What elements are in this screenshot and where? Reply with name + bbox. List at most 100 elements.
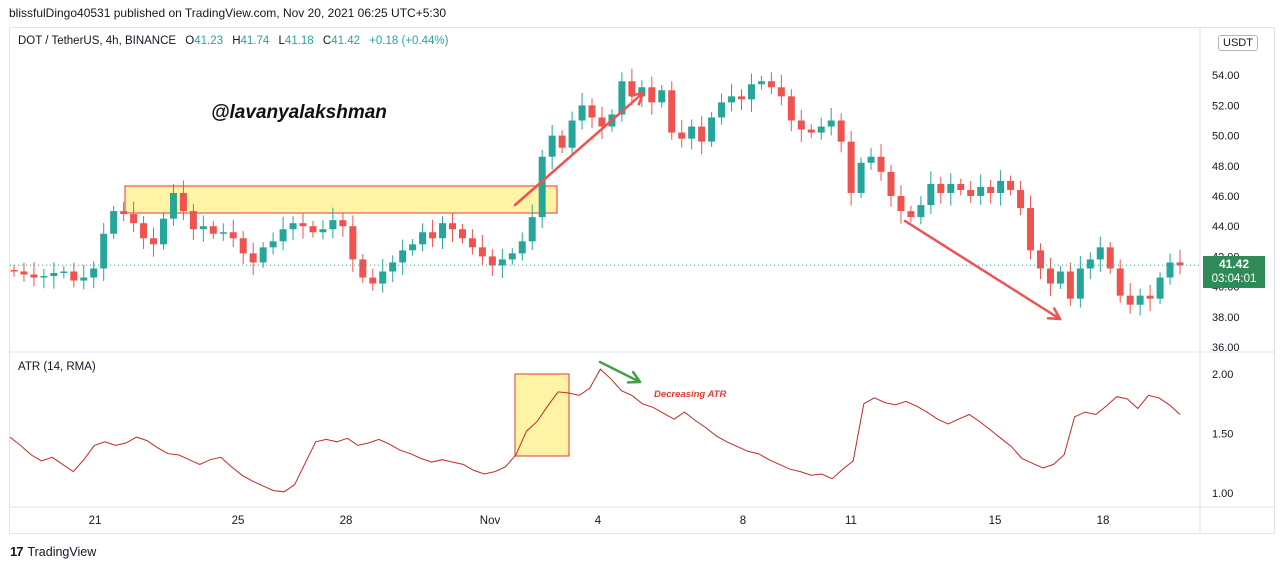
candle-body [628,81,636,97]
time-tick-label: 4 [595,515,602,527]
candle-body [757,81,765,85]
time-tick-label: 28 [340,515,353,527]
candle-body [60,271,68,274]
candle-body [588,105,596,118]
candle-body [1066,271,1074,299]
atr-pointer-arrow [598,360,642,384]
candle-body [827,120,835,127]
published-caption: blissfulDingo40531 published on TradingV… [9,6,447,20]
candle-body [130,214,138,224]
candle-body [797,120,805,130]
candle-body [488,256,496,266]
candle-body [937,183,945,193]
candle-body [578,105,586,121]
candle-body [120,211,128,215]
time-tick-label: 11 [845,515,857,527]
open-value: 41.23 [194,35,224,47]
candle-body [558,135,566,148]
candle-body [159,218,167,245]
candle-body [947,183,955,193]
candle-body [439,223,447,239]
downtrend-arrow [903,219,1062,321]
candle-body [508,253,516,260]
candle-body [369,277,377,284]
candle-body [538,156,546,218]
candle-body [678,132,686,139]
candle-body [309,226,317,233]
candle-body [279,229,287,242]
candle-body [648,87,656,103]
candle-body [857,162,865,193]
candle-body [837,120,845,142]
candle-body [239,238,247,254]
candle-body [140,223,148,239]
candle-body [429,232,437,239]
candle-body [269,241,277,248]
candle-body [897,196,905,212]
symbol-name[interactable]: DOT / TetherUS, 4h, BINANCE [18,35,177,47]
candle-body [698,126,706,142]
candle-body [747,84,755,100]
price-tick-label: 38.00 [1212,312,1240,324]
candle-body [1106,247,1114,269]
candle-body [409,244,417,251]
candle-body [90,268,98,278]
candle-body [80,277,88,281]
candle-body [329,220,337,230]
high-value: 41.74 [240,35,270,47]
footer: 17 TradingView [10,544,96,559]
candle-body [249,253,257,263]
candle-body [598,117,606,127]
candle-body [1056,271,1064,284]
uptrend-arrow-head [630,91,645,106]
low-label: L [278,35,285,47]
candle-body [199,226,207,230]
time-tick-label: 8 [740,515,746,527]
candle-body [618,81,626,115]
candle-body [10,269,18,272]
candle-body [1027,208,1035,251]
candle-body [30,274,38,278]
price-tick-label: 50.00 [1212,131,1240,143]
change-value: +0.18 (+0.44%) [369,35,449,47]
atr-series-line [9,368,1181,493]
candle-body [1166,262,1174,278]
tradingview-logo-icon[interactable]: 17 [10,544,24,559]
candle-body [1017,189,1025,209]
candle-body [219,232,227,234]
atr-tick-label: 1.00 [1212,488,1233,500]
candle-body [847,141,855,193]
price-tick-label: 48.00 [1212,161,1240,173]
candle-body [40,276,48,278]
price-tick-label: 36.00 [1212,342,1240,354]
footer-brand[interactable]: TradingView [27,544,97,559]
candle-body [379,271,387,284]
candle-body [259,247,267,263]
candle-body [638,87,646,97]
candle-body [1036,250,1044,269]
last-price: 41.42 [1218,257,1250,271]
time-tick-label: Nov [480,515,501,527]
close-value: 41.42 [331,35,360,47]
atr-indicator-label[interactable]: ATR (14, RMA) [18,361,96,373]
time-tick-label: 18 [1097,515,1110,527]
candle-body [877,156,885,172]
bar-countdown: 03:04:01 [1211,273,1257,285]
candles [10,68,1200,316]
candle-body [967,189,975,196]
symbol-legend: DOT / TetherUS, 4h, BINANCE O41.23 H41.7… [18,35,448,47]
price-tick-label: 52.00 [1212,100,1240,112]
candle-body [987,186,995,193]
candle-body [787,96,795,121]
candle-body [767,81,775,88]
candle-body [70,271,78,281]
candle-body [1146,295,1154,299]
currency-button[interactable]: USDT [1218,35,1258,51]
candle-body [887,171,895,196]
chart-frame [9,27,1275,534]
candle-body [150,238,158,245]
candle-body [498,259,506,266]
candle-body [478,247,486,257]
candle-body [1116,268,1124,296]
